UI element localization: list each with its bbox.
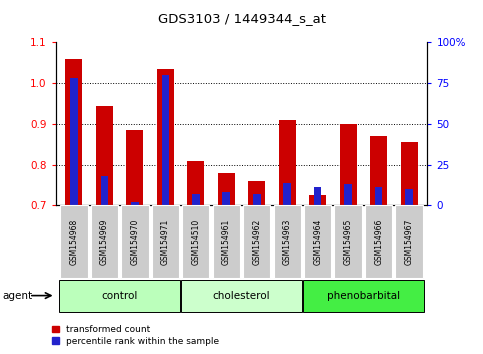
- Text: GSM154966: GSM154966: [374, 218, 383, 265]
- FancyBboxPatch shape: [365, 205, 392, 278]
- Bar: [218, 173, 235, 205]
- Text: GSM154963: GSM154963: [283, 218, 292, 265]
- Text: GSM154961: GSM154961: [222, 218, 231, 265]
- Bar: [344, 184, 352, 205]
- Text: GSM154965: GSM154965: [344, 218, 353, 265]
- Bar: [340, 124, 356, 205]
- Bar: [66, 59, 82, 205]
- Text: GSM154968: GSM154968: [70, 218, 78, 265]
- FancyBboxPatch shape: [60, 205, 87, 278]
- Bar: [309, 195, 326, 205]
- Bar: [401, 142, 417, 205]
- Text: phenobarbital: phenobarbital: [327, 291, 400, 301]
- Bar: [405, 189, 413, 205]
- Bar: [131, 202, 139, 205]
- Bar: [279, 120, 296, 205]
- FancyBboxPatch shape: [152, 205, 179, 278]
- FancyBboxPatch shape: [91, 205, 118, 278]
- FancyBboxPatch shape: [59, 280, 180, 312]
- Bar: [127, 130, 143, 205]
- FancyBboxPatch shape: [243, 205, 270, 278]
- Bar: [96, 105, 113, 205]
- Bar: [157, 69, 174, 205]
- Bar: [248, 181, 265, 205]
- Text: agent: agent: [2, 291, 32, 301]
- Legend: transformed count, percentile rank within the sample: transformed count, percentile rank withi…: [48, 321, 223, 349]
- Text: control: control: [101, 291, 138, 301]
- Bar: [253, 194, 260, 205]
- FancyBboxPatch shape: [182, 205, 210, 278]
- Text: GSM154970: GSM154970: [130, 218, 139, 265]
- FancyBboxPatch shape: [304, 205, 331, 278]
- Bar: [284, 183, 291, 205]
- Text: GDS3103 / 1449344_s_at: GDS3103 / 1449344_s_at: [157, 12, 326, 25]
- Bar: [370, 136, 387, 205]
- Bar: [223, 192, 230, 205]
- Text: cholesterol: cholesterol: [213, 291, 270, 301]
- FancyBboxPatch shape: [303, 280, 424, 312]
- FancyBboxPatch shape: [273, 205, 301, 278]
- Text: GSM154967: GSM154967: [405, 218, 413, 265]
- Bar: [161, 75, 169, 205]
- FancyBboxPatch shape: [121, 205, 149, 278]
- Text: GSM154510: GSM154510: [191, 218, 200, 265]
- Text: GSM154964: GSM154964: [313, 218, 322, 265]
- Bar: [70, 78, 78, 205]
- FancyBboxPatch shape: [181, 280, 302, 312]
- Bar: [375, 187, 383, 205]
- FancyBboxPatch shape: [396, 205, 423, 278]
- Text: GSM154971: GSM154971: [161, 218, 170, 265]
- Bar: [187, 161, 204, 205]
- Text: GSM154969: GSM154969: [100, 218, 109, 265]
- FancyBboxPatch shape: [335, 205, 362, 278]
- Bar: [100, 176, 108, 205]
- Bar: [192, 194, 199, 205]
- Text: GSM154962: GSM154962: [252, 218, 261, 265]
- Bar: [314, 187, 322, 205]
- FancyBboxPatch shape: [213, 205, 240, 278]
